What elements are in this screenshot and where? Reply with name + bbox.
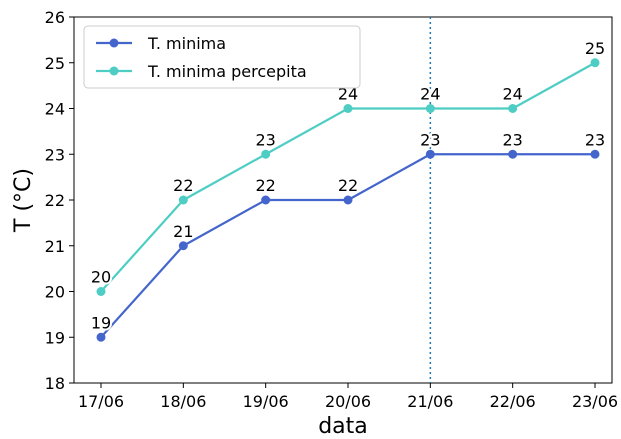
x-axis-label: data bbox=[318, 414, 368, 439]
data-label: 23 bbox=[255, 130, 275, 149]
y-tick-label: 18 bbox=[45, 374, 65, 393]
x-tick-label: 22/06 bbox=[490, 392, 536, 411]
x-tick-label: 19/06 bbox=[243, 392, 289, 411]
data-label: 22 bbox=[173, 176, 193, 195]
data-point bbox=[261, 195, 271, 205]
data-point bbox=[343, 104, 353, 113]
data-point bbox=[425, 149, 435, 159]
data-label: 20 bbox=[91, 268, 111, 287]
y-tick-label: 21 bbox=[45, 237, 65, 256]
data-point bbox=[590, 149, 600, 159]
y-tick-label: 26 bbox=[45, 8, 65, 27]
legend: T. minima T. minima percepita bbox=[83, 25, 361, 89]
data-label: 22 bbox=[338, 176, 358, 195]
x-tick-label: 20/06 bbox=[325, 392, 371, 411]
data-point bbox=[261, 149, 271, 159]
data-label: 22 bbox=[255, 176, 275, 195]
data-label: 23 bbox=[420, 130, 440, 149]
data-label: 23 bbox=[502, 130, 522, 149]
data-point bbox=[508, 149, 518, 159]
data-label: 24 bbox=[420, 85, 440, 104]
x-axis: 17/06 18/06 19/06 20/06 21/06 22/06 23/06 bbox=[78, 383, 618, 411]
data-point bbox=[343, 195, 353, 205]
data-label: 21 bbox=[173, 222, 193, 241]
y-axis: 18 19 20 21 22 23 24 25 26 bbox=[45, 8, 74, 393]
x-tick-label: 21/06 bbox=[407, 392, 453, 411]
x-tick-label: 17/06 bbox=[78, 392, 124, 411]
data-label: 19 bbox=[91, 313, 111, 332]
y-axis-label: T (°C) bbox=[11, 168, 36, 233]
legend-entry: T. minima bbox=[147, 34, 226, 53]
y-tick-label: 24 bbox=[45, 100, 65, 119]
series-1 bbox=[96, 149, 600, 342]
y-tick-label: 22 bbox=[45, 191, 65, 210]
x-tick-label: 23/06 bbox=[572, 392, 618, 411]
y-tick-label: 25 bbox=[45, 54, 65, 73]
legend-swatch-marker bbox=[109, 38, 119, 48]
data-point bbox=[96, 287, 106, 296]
data-label: 24 bbox=[502, 85, 522, 104]
x-tick-label: 18/06 bbox=[160, 392, 206, 411]
legend-entry: T. minima percepita bbox=[147, 62, 307, 81]
data-label: 23 bbox=[585, 130, 605, 149]
data-point bbox=[178, 195, 188, 205]
legend-box bbox=[83, 25, 361, 89]
data-point bbox=[590, 58, 600, 68]
data-point bbox=[96, 332, 106, 342]
data-label: 25 bbox=[585, 39, 605, 58]
data-point bbox=[508, 104, 518, 113]
series-2 bbox=[96, 58, 600, 296]
y-tick-label: 23 bbox=[45, 145, 65, 164]
legend-swatch-marker bbox=[109, 66, 119, 76]
data-point bbox=[425, 104, 435, 113]
y-tick-label: 20 bbox=[45, 283, 65, 302]
data-point bbox=[178, 241, 188, 251]
y-tick-label: 19 bbox=[45, 328, 65, 347]
